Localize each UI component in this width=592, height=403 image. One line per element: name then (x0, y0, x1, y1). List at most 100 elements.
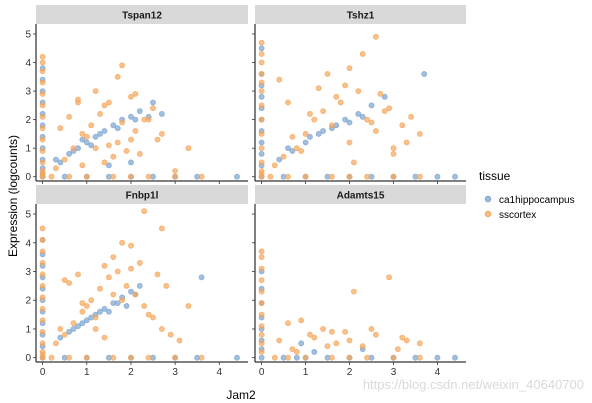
data-point (75, 271, 81, 278)
data-point (359, 113, 366, 120)
data-point (390, 354, 397, 361)
data-point (39, 79, 46, 86)
data-point (114, 300, 121, 306)
x-tick-label: 3 (172, 367, 178, 378)
data-point (311, 116, 318, 123)
data-point (342, 82, 348, 89)
data-point (119, 62, 125, 69)
data-point (128, 265, 134, 272)
data-point (39, 125, 46, 132)
data-point (83, 317, 90, 324)
y-tick-label: 4 (25, 58, 31, 69)
data-point (57, 334, 64, 341)
data-point (258, 288, 265, 295)
data-point (101, 262, 108, 269)
y-tick-label: 1 (25, 144, 31, 155)
data-point (320, 108, 326, 114)
data-point (302, 354, 309, 361)
data-point (39, 305, 46, 312)
data-point (92, 88, 99, 94)
data-point (403, 139, 410, 146)
data-point (39, 236, 46, 243)
data-point (39, 136, 46, 143)
series-sscortex (258, 248, 423, 361)
facet-strip-title: Tspan12 (122, 11, 162, 22)
data-point (258, 348, 265, 355)
data-point (346, 139, 353, 146)
y-tick-label: 4 (25, 238, 31, 249)
data-point (92, 145, 99, 152)
data-point (333, 93, 340, 100)
data-point (258, 88, 265, 94)
data-point (320, 128, 326, 134)
data-point (276, 156, 283, 163)
data-point (346, 173, 353, 180)
data-point (386, 274, 392, 281)
data-point (61, 277, 68, 283)
data-point (324, 343, 331, 350)
data-point (141, 303, 148, 309)
data-point (97, 130, 103, 137)
data-point (298, 340, 305, 347)
data-point (141, 208, 148, 215)
data-point (302, 139, 309, 146)
data-point (114, 139, 121, 146)
data-point (39, 317, 46, 324)
y-tick-label: 3 (25, 87, 31, 98)
data-point (342, 116, 348, 123)
data-point (158, 111, 165, 117)
y-tick-label: 5 (25, 210, 31, 221)
data-point (128, 173, 134, 180)
data-point (293, 354, 300, 361)
data-point (66, 173, 72, 180)
data-point (39, 282, 46, 289)
data-point (83, 139, 90, 146)
data-point (88, 297, 95, 304)
data-point (298, 317, 305, 324)
data-point (128, 113, 134, 120)
data-point (79, 130, 86, 137)
data-point (390, 150, 397, 157)
data-point (119, 119, 125, 126)
data-point (276, 76, 283, 83)
legend: tissue ca1hippocampus sscortex (479, 169, 575, 221)
data-point (123, 303, 130, 309)
data-point (66, 280, 72, 286)
data-point (271, 162, 278, 169)
data-point (106, 274, 112, 281)
data-point (293, 145, 300, 152)
data-point (403, 337, 410, 344)
data-point (61, 331, 68, 338)
data-point (285, 320, 291, 327)
data-point (57, 326, 64, 332)
series-ca1hippocampus (39, 65, 240, 180)
data-point (128, 136, 134, 143)
data-point (136, 108, 143, 114)
data-point (359, 51, 366, 57)
data-point (346, 65, 353, 72)
data-point (350, 288, 357, 295)
legend-key-sscortex (484, 210, 492, 218)
data-point (258, 130, 265, 137)
data-point (114, 73, 121, 80)
data-point (128, 159, 134, 166)
data-point (258, 150, 265, 157)
data-point (39, 170, 46, 177)
data-point (39, 294, 46, 301)
data-point (346, 337, 353, 344)
data-point (285, 99, 291, 106)
data-point (368, 326, 375, 332)
data-point (39, 59, 46, 66)
data-point (408, 113, 414, 120)
data-point (136, 150, 143, 157)
data-point (145, 116, 152, 123)
data-point (337, 99, 344, 106)
data-point (97, 308, 103, 315)
data-point (342, 328, 348, 335)
data-point (276, 337, 283, 344)
data-point (386, 105, 392, 112)
data-point (128, 288, 134, 295)
data-point (258, 145, 265, 152)
data-point (75, 99, 81, 106)
data-point (198, 274, 205, 281)
